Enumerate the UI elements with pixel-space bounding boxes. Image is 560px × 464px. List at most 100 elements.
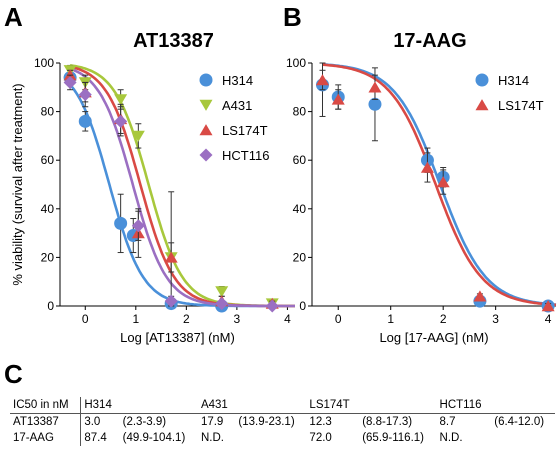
table-cell: N.D. (200, 432, 224, 444)
table-row-label: IC50 in nM (10, 397, 82, 414)
ic50-table: IC50 in nM H314 A431 LS174T HCT116 AT13387 3.0… (10, 397, 555, 446)
a-ytick-label: 80 (41, 105, 55, 119)
a-xtick-label: 0 (82, 312, 89, 326)
a-ytick-label: 60 (41, 153, 55, 167)
table-cell: 17.9 (200, 416, 224, 428)
b-point-h314 (368, 97, 382, 111)
b-xtick-label: 3 (492, 312, 499, 326)
b-point-ls174t (436, 176, 450, 188)
b-point-ls174t (473, 290, 487, 302)
b-point-ls174t (368, 81, 382, 93)
table-cell: H314 (80, 397, 120, 414)
b-ytick-label: 20 (293, 250, 307, 264)
a-ytick-label: 100 (34, 56, 54, 70)
a-point-hct116 (78, 88, 92, 102)
table-cell: (49.9-104.1) (122, 432, 186, 444)
a-point-hct116 (114, 114, 128, 128)
table-cell: (65.9-116.1) (362, 432, 424, 444)
table-cell: (8.8-17.3) (362, 416, 413, 428)
a-xlabel: Log [AT13387] (nM) (120, 330, 235, 345)
table-cell: N.D. (439, 432, 463, 444)
table-cell: A431 (197, 397, 236, 414)
a-xtick-label: 3 (234, 312, 241, 326)
a-fit-hct116 (69, 67, 295, 308)
b-ytick-label: 0 (299, 299, 306, 313)
table-row: 17-AAG 87.4 (49.9-104.1) N.D. 72.0 (65.9-116.… (10, 430, 555, 446)
a-legend-marker-hct116 (199, 148, 213, 162)
table-cell: (13.9-23.1) (238, 416, 295, 428)
b-xlabel: Log [17-AAG] (nM) (379, 330, 488, 345)
b-ytick-label: 100 (286, 56, 306, 70)
a-xtick-label: 4 (284, 312, 291, 326)
a-legend-marker-a431 (199, 99, 213, 111)
b-legend-marker-ls174t (475, 99, 489, 111)
a-legend-a431: A431 (222, 98, 252, 113)
panel-letter-b: B (283, 2, 302, 32)
a-point-hct116 (63, 75, 77, 89)
a-ytick-label: 0 (47, 299, 54, 313)
a-point-hct116 (164, 294, 178, 308)
a-xtick-label: 1 (132, 312, 139, 326)
b-point-ls174t (315, 74, 329, 86)
table-row: AT13387 3.0 (2.3-3.9) 17.9 (13.9-23.1) 12.3 (8… (10, 413, 555, 430)
b-title: 17-AAG (393, 30, 466, 52)
b-point-ls174t (420, 161, 434, 173)
table-cell: 72.0 (309, 432, 332, 444)
b-fit-ls174t (322, 63, 557, 307)
a-legend-hct116: HCT116 (222, 148, 269, 163)
a-point-h314 (114, 216, 128, 230)
a-point-ls174t (164, 251, 178, 263)
chart-17aag: 17-AAG 0 20 40 60 80 100 0 1 2 3 4 Log [17-AAG] (nM)… (286, 30, 557, 345)
b-xtick-label: 1 (387, 312, 394, 326)
b-ytick-label: 40 (293, 202, 307, 216)
table-cell (491, 397, 555, 414)
a-ylabel: % viability (survival after treatment) (10, 83, 25, 285)
b-point-ls174t (331, 93, 345, 105)
table-header-row: IC50 in nM H314 A431 LS174T HCT116 (10, 397, 555, 414)
b-xtick-label: 0 (335, 312, 342, 326)
table-row-label: 17-AAG (10, 430, 82, 446)
table-cell (235, 397, 307, 414)
b-legend-ls174t: LS174T (498, 98, 544, 113)
table-row-label: AT13387 (10, 413, 82, 430)
table-cell (235, 430, 306, 446)
table-cell: (6.4-12.0) (494, 416, 545, 428)
table-cell (491, 430, 555, 446)
a-legend-ls174t: LS174T (222, 123, 268, 138)
table-cell: 87.4 (84, 432, 107, 444)
table-cell (119, 397, 198, 414)
b-xtick-label: 2 (440, 312, 447, 326)
a-point-a431 (114, 94, 128, 106)
a-ytick-label: 20 (41, 250, 55, 264)
a-point-a431 (215, 286, 229, 298)
chart-at13387: AT13387 0 20 40 60 80 100 0 1 2 3 4 Log [AT13387] (n… (10, 30, 295, 345)
a-legend-marker-h314 (199, 73, 213, 87)
b-ytick-label: 80 (293, 105, 307, 119)
a-fit-h314 (69, 83, 295, 308)
a-xtick-label: 2 (183, 312, 190, 326)
b-ytick-label: 60 (293, 153, 307, 167)
a-point-hct116 (215, 297, 229, 311)
a-legend-h314: H314 (222, 73, 253, 88)
table-cell: (2.3-3.9) (122, 416, 167, 428)
a-point-hct116 (265, 299, 279, 313)
panel-letter-c: C (4, 359, 23, 389)
a-ytick-label: 40 (41, 202, 55, 216)
table-cell: 8.7 (439, 416, 456, 428)
table-cell (359, 397, 437, 414)
panel-letter-a: A (4, 2, 23, 32)
b-legend-marker-h314 (475, 73, 489, 87)
table-cell: 3.0 (84, 416, 101, 428)
a-title: AT13387 (133, 30, 214, 52)
a-point-h314 (78, 114, 92, 128)
a-legend-marker-ls174t (199, 124, 213, 136)
b-point-ls174t (541, 300, 555, 312)
a-point-a431 (131, 130, 145, 142)
a-point-hct116 (131, 219, 145, 233)
table-cell: LS174T (306, 397, 360, 414)
table-cell: 12.3 (309, 416, 332, 428)
table-cell: HCT116 (436, 397, 492, 414)
b-legend-h314: H314 (498, 73, 529, 88)
b-xtick-label: 4 (545, 312, 552, 326)
